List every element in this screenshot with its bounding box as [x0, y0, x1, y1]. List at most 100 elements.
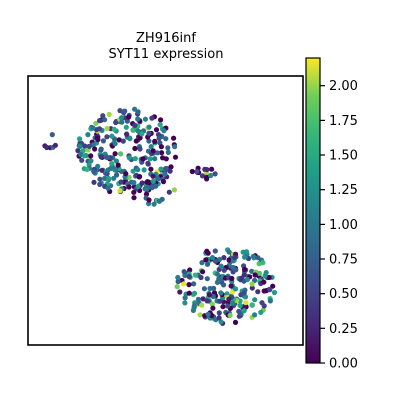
colorbar-tick-label: 2.00: [329, 79, 358, 94]
spot: [146, 138, 152, 144]
spot: [220, 304, 226, 310]
spot: [165, 145, 171, 151]
spot: [150, 148, 156, 154]
spot: [181, 269, 187, 275]
spot: [135, 116, 141, 122]
spot: [200, 269, 206, 275]
spot: [106, 175, 112, 182]
spot: [198, 274, 204, 281]
spot: [148, 144, 154, 150]
spot: [241, 290, 247, 296]
spot: [80, 148, 86, 154]
spot: [192, 272, 198, 278]
spot: [191, 290, 198, 296]
spot: [212, 248, 218, 254]
spot: [135, 183, 141, 189]
spot: [199, 302, 205, 308]
spot: [95, 163, 101, 169]
spot: [227, 312, 233, 318]
spot: [94, 135, 100, 141]
colorbar-tick-label: 1.50: [329, 149, 358, 164]
spot: [126, 184, 132, 190]
spot: [131, 180, 137, 186]
spot: [90, 125, 96, 131]
spot: [216, 315, 222, 321]
spot: [151, 201, 157, 207]
spot: [98, 154, 104, 160]
spot: [139, 131, 145, 137]
spot: [261, 288, 267, 294]
spot: [218, 290, 224, 296]
spot: [232, 286, 239, 292]
spot: [153, 127, 160, 133]
spot: [132, 106, 138, 112]
spot: [191, 303, 197, 309]
spot: [221, 299, 227, 305]
spot: [97, 176, 103, 182]
spot: [209, 166, 215, 172]
spot: [75, 148, 81, 154]
spot: [97, 181, 103, 187]
spot: [158, 166, 164, 172]
spot: [132, 145, 138, 152]
spot: [243, 300, 249, 306]
spot: [105, 167, 111, 173]
spot: [230, 264, 236, 271]
spot: [172, 154, 179, 160]
spot: [221, 255, 227, 261]
spot: [122, 108, 128, 114]
spot: [119, 119, 125, 125]
spot: [174, 284, 180, 290]
spot: [186, 282, 192, 288]
spot: [177, 289, 183, 295]
spot: [252, 297, 258, 303]
spot: [218, 263, 224, 269]
spot: [154, 175, 161, 181]
spot: [157, 122, 163, 128]
spot: [139, 180, 145, 186]
spot: [49, 132, 55, 138]
spot: [249, 268, 255, 274]
spot: [250, 253, 256, 260]
spot: [200, 296, 206, 302]
spot: [252, 312, 258, 318]
spot: [205, 311, 211, 317]
spot: [153, 183, 159, 189]
spot: [105, 185, 111, 191]
spot: [182, 295, 188, 301]
spot: [187, 267, 193, 273]
spot: [163, 166, 169, 172]
spot: [261, 279, 267, 285]
spot: [212, 258, 219, 264]
spot: [242, 254, 248, 260]
spot: [99, 167, 105, 173]
spot: [102, 117, 108, 123]
spot: [111, 126, 117, 132]
spot: [203, 257, 209, 263]
spot: [152, 156, 158, 162]
spot: [229, 300, 236, 306]
spot: [109, 133, 115, 139]
spot: [113, 119, 119, 126]
spot: [186, 290, 192, 296]
colorbar-tick-label: 0.50: [329, 287, 358, 302]
spot: [154, 150, 160, 156]
spot: [92, 146, 98, 152]
spot: [182, 300, 188, 306]
spot: [111, 175, 117, 181]
spot: [156, 198, 162, 204]
spot: [226, 257, 232, 263]
spot: [118, 179, 124, 185]
colorbar-ticks: 0.00 0.25 0.50 0.75 1.00 1.25 1.50 1.75 2.00: [320, 79, 358, 372]
spot: [137, 174, 143, 180]
spot: [144, 179, 150, 185]
spot: [140, 156, 146, 162]
spot: [104, 154, 110, 161]
spot: [132, 156, 138, 162]
spot: [171, 135, 177, 141]
spot: [210, 305, 216, 311]
spot: [113, 158, 119, 164]
spot: [240, 249, 246, 255]
spot: [104, 134, 110, 140]
spot: [149, 115, 155, 121]
